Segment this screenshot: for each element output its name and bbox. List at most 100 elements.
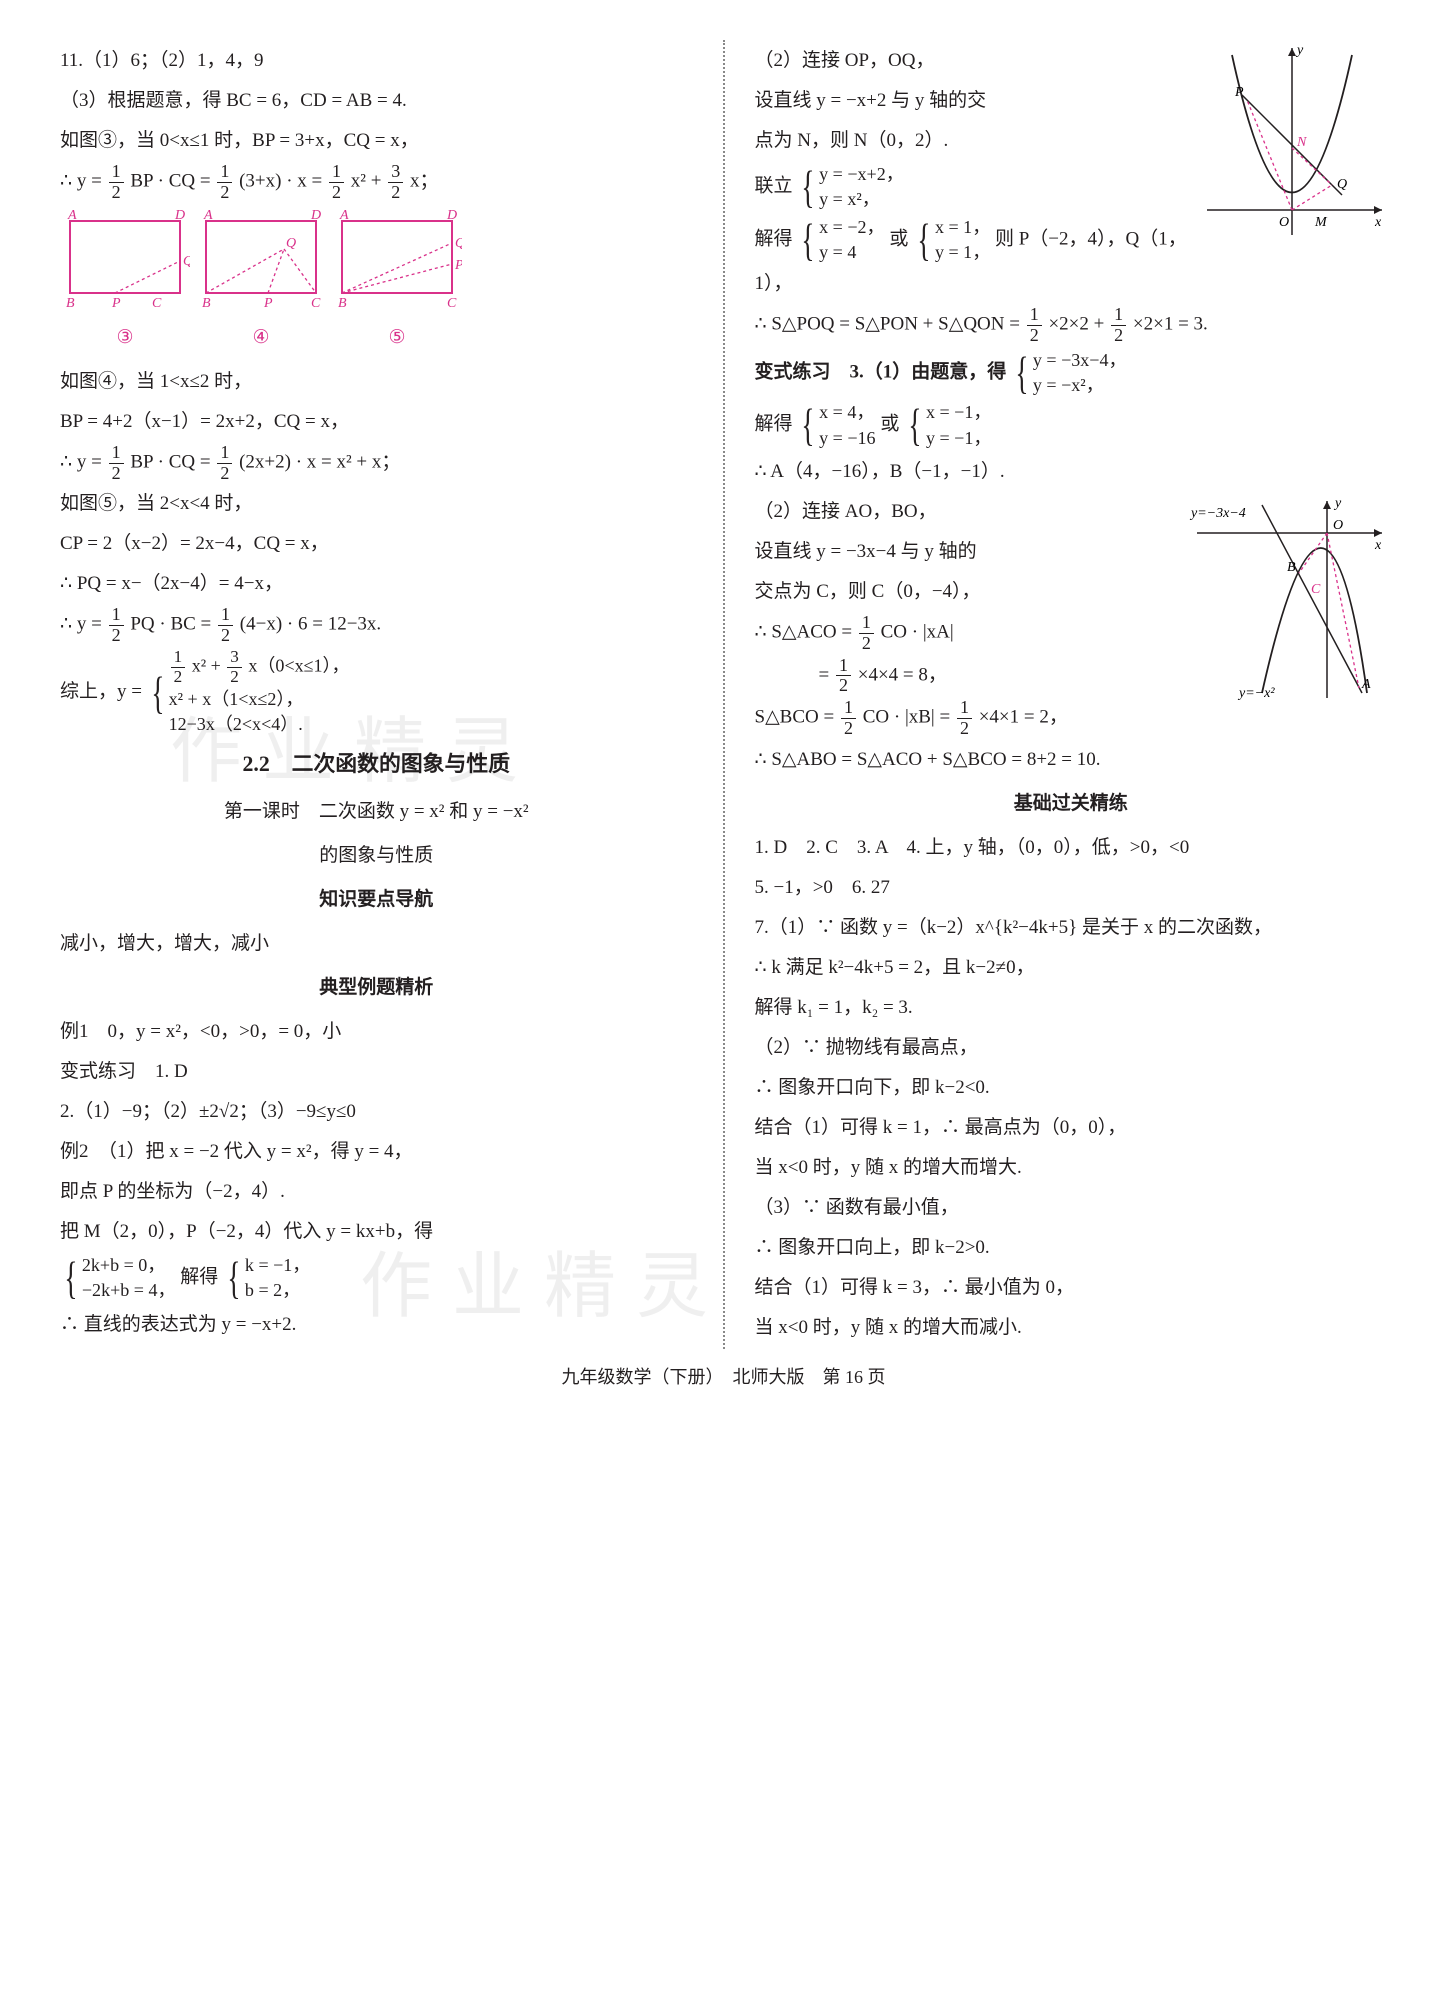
text: 2.（1）−9；（2）±2√2；（3）−9≤y≤0 bbox=[60, 1093, 693, 1131]
text: ∴ y = 12 BP · CQ = 12 (3+x) · x = 12 x² … bbox=[60, 162, 693, 203]
t: (4−x) · 6 = 12−3x. bbox=[240, 614, 381, 635]
lblC: C bbox=[311, 296, 321, 311]
system: { x = −1， y = −1， bbox=[904, 400, 991, 451]
t: 12−3x（2<x<4）. bbox=[169, 712, 350, 737]
lblQ: Q bbox=[455, 236, 462, 251]
t: 解得 bbox=[755, 228, 793, 249]
text: 如图③，当 0<x≤1 时，BP = 3+x，CQ = x， bbox=[60, 122, 693, 160]
text: 5. −1，>0 6. 27 bbox=[755, 869, 1388, 907]
t: −2k+b = 4， bbox=[82, 1278, 176, 1303]
frac-half: 12 bbox=[957, 698, 972, 739]
column-divider bbox=[723, 40, 725, 1349]
system: { 2k+b = 0， −2k+b = 4， bbox=[60, 1253, 176, 1304]
right-column: x y O M N P Q （2）连接 OP，OQ， 设直线 y = −x+2 … bbox=[755, 40, 1388, 1349]
frac-3-2: 32 bbox=[388, 162, 403, 203]
text: （3）根据题意，得 BC = 6，CD = AB = 4. bbox=[60, 82, 693, 120]
system: { x = −2， y = 4 bbox=[797, 215, 884, 266]
lbl-y: y bbox=[1333, 496, 1342, 511]
text: CP = 2（x−2）= 2x−4，CQ = x， bbox=[60, 525, 693, 563]
text: 1. D 2. C 3. A 4. 上，y 轴，（0，0），低，>0，<0 bbox=[755, 829, 1388, 867]
text: 当 x<0 时，y 随 x 的增大而增大. bbox=[755, 1149, 1388, 1187]
t: ×4×4 = 8， bbox=[858, 664, 947, 685]
frac-half: 12 bbox=[109, 605, 124, 646]
lblA: A bbox=[203, 209, 213, 223]
t: x（0<x≤1）， bbox=[248, 656, 349, 676]
text: 结合（1）可得 k = 3，∴ 最小值为 0， bbox=[755, 1269, 1388, 1307]
t: y = −16 bbox=[819, 426, 875, 451]
t: ×4×1 = 2， bbox=[979, 707, 1068, 728]
lblQ: Q bbox=[286, 236, 296, 251]
lblB: B bbox=[202, 296, 211, 311]
eq2: y=−x² bbox=[1237, 686, 1275, 701]
t: x = −1， bbox=[926, 400, 991, 425]
text: 例2 （1）把 x = −2 代入 y = x²，得 y = 4， bbox=[60, 1133, 693, 1171]
t: x² + bbox=[351, 171, 386, 192]
lblB: B bbox=[66, 296, 75, 311]
eq1: y=−3x−4 bbox=[1189, 506, 1246, 521]
text: ∴ 图象开口向下，即 k−2<0. bbox=[755, 1069, 1388, 1107]
lbl-x: x bbox=[1374, 538, 1382, 553]
frac-half: 12 bbox=[841, 698, 856, 739]
frac-half: 12 bbox=[329, 162, 344, 203]
t: x² + bbox=[192, 656, 226, 676]
lbl-A: A bbox=[1361, 677, 1371, 692]
system: { y = −x+2， y = x²， bbox=[797, 162, 904, 213]
lbl-y: y bbox=[1295, 43, 1304, 58]
text: 变式练习 3.（1）由题意，得 { y = −3x−4， y = −x²， bbox=[755, 348, 1388, 399]
t: 2k+b = 0， bbox=[82, 1253, 176, 1278]
fig3: A D B C P Q ③ bbox=[60, 209, 190, 357]
lblC: C bbox=[152, 296, 162, 311]
text: ∴ A（4，−16），B（−1，−1）. bbox=[755, 453, 1388, 491]
text: ∴ 直线的表达式为 y = −x+2. bbox=[60, 1306, 693, 1344]
text: 解得 { x = 4， y = −16 或 { x = −1， y = −1， bbox=[755, 400, 1388, 451]
text: 当 x<0 时，y 随 x 的增大而减小. bbox=[755, 1309, 1388, 1347]
text: ∴ y = 12 PQ · BC = 12 (4−x) · 6 = 12−3x. bbox=[60, 605, 693, 646]
figure-row: A D B C P Q ③ A D B bbox=[60, 209, 693, 357]
t: 或 bbox=[889, 228, 908, 249]
text: BP = 4+2（x−1）= 2x+2，CQ = x， bbox=[60, 403, 693, 441]
lbl-N: N bbox=[1296, 135, 1307, 150]
text: 例1 0，y = x²，<0，>0，= 0，小 bbox=[60, 1013, 693, 1051]
text: 把 M（2，0），P（−2，4）代入 y = kx+b，得 bbox=[60, 1213, 693, 1251]
lblP: P bbox=[263, 296, 273, 311]
text: ∴ k 满足 k²−4k+5 = 2，且 k−2≠0， bbox=[755, 949, 1388, 987]
fig4: A D B C P Q ④ bbox=[196, 209, 326, 357]
lblP: P bbox=[111, 296, 121, 311]
lblD: D bbox=[310, 209, 321, 223]
left-column: 11.（1）6；（2）1，4，9 （3）根据题意，得 BC = 6，CD = A… bbox=[60, 40, 693, 1349]
t: ∴ y = bbox=[60, 614, 107, 635]
system: { x = 4， y = −16 bbox=[797, 400, 875, 451]
sub-title: 知识要点导航 bbox=[60, 881, 693, 919]
frac-half: 12 bbox=[1111, 305, 1126, 346]
t: = bbox=[819, 664, 834, 685]
t: ×2×1 = 3. bbox=[1133, 314, 1208, 335]
text: 减小，增大，增大，减小 bbox=[60, 925, 693, 963]
t: b = 2， bbox=[245, 1278, 310, 1303]
lblP: P bbox=[454, 258, 462, 273]
frac-half: 12 bbox=[859, 613, 874, 654]
t: 综上，y = bbox=[60, 681, 147, 702]
page-footer: 九年级数学（下册） 北师大版 第 16 页 bbox=[60, 1359, 1387, 1395]
text: ∴ PQ = x−（2x−4）= 4−x， bbox=[60, 565, 693, 603]
text: 11.（1）6；（2）1，4，9 bbox=[60, 42, 693, 80]
t: y = −3x−4， bbox=[1033, 348, 1127, 373]
frac-half: 12 bbox=[109, 162, 124, 203]
t: BP · CQ = bbox=[130, 451, 215, 472]
lblB: B bbox=[338, 296, 347, 311]
system: { x = 1， y = 1， bbox=[913, 215, 990, 266]
frac-half: 12 bbox=[171, 648, 186, 687]
lbl-Q: Q bbox=[1337, 177, 1347, 192]
t: (2x+2) · x = x² + x； bbox=[239, 451, 400, 472]
t: y = x²， bbox=[819, 187, 904, 212]
piecewise: { 12 x² + 32 x（0<x≤1）， x² + x（1<x≤2）， 12… bbox=[147, 648, 350, 737]
lesson-title: 第一课时 二次函数 y = x² 和 y = −x² bbox=[60, 793, 693, 831]
text: （3）∵ 函数有最小值， bbox=[755, 1189, 1388, 1227]
page: 作业精灵 作业精灵 11.（1）6；（2）1，4，9 （3）根据题意，得 BC … bbox=[60, 40, 1387, 1349]
lbl-O: O bbox=[1333, 518, 1343, 533]
frac-half: 12 bbox=[109, 443, 124, 484]
lblD: D bbox=[446, 209, 457, 223]
t: 变式练习 3.（1）由题意，得 bbox=[755, 361, 1007, 382]
t: 解得 bbox=[180, 1267, 218, 1288]
t: S△BCO = bbox=[755, 707, 839, 728]
t: CO · |xB| = bbox=[863, 707, 955, 728]
